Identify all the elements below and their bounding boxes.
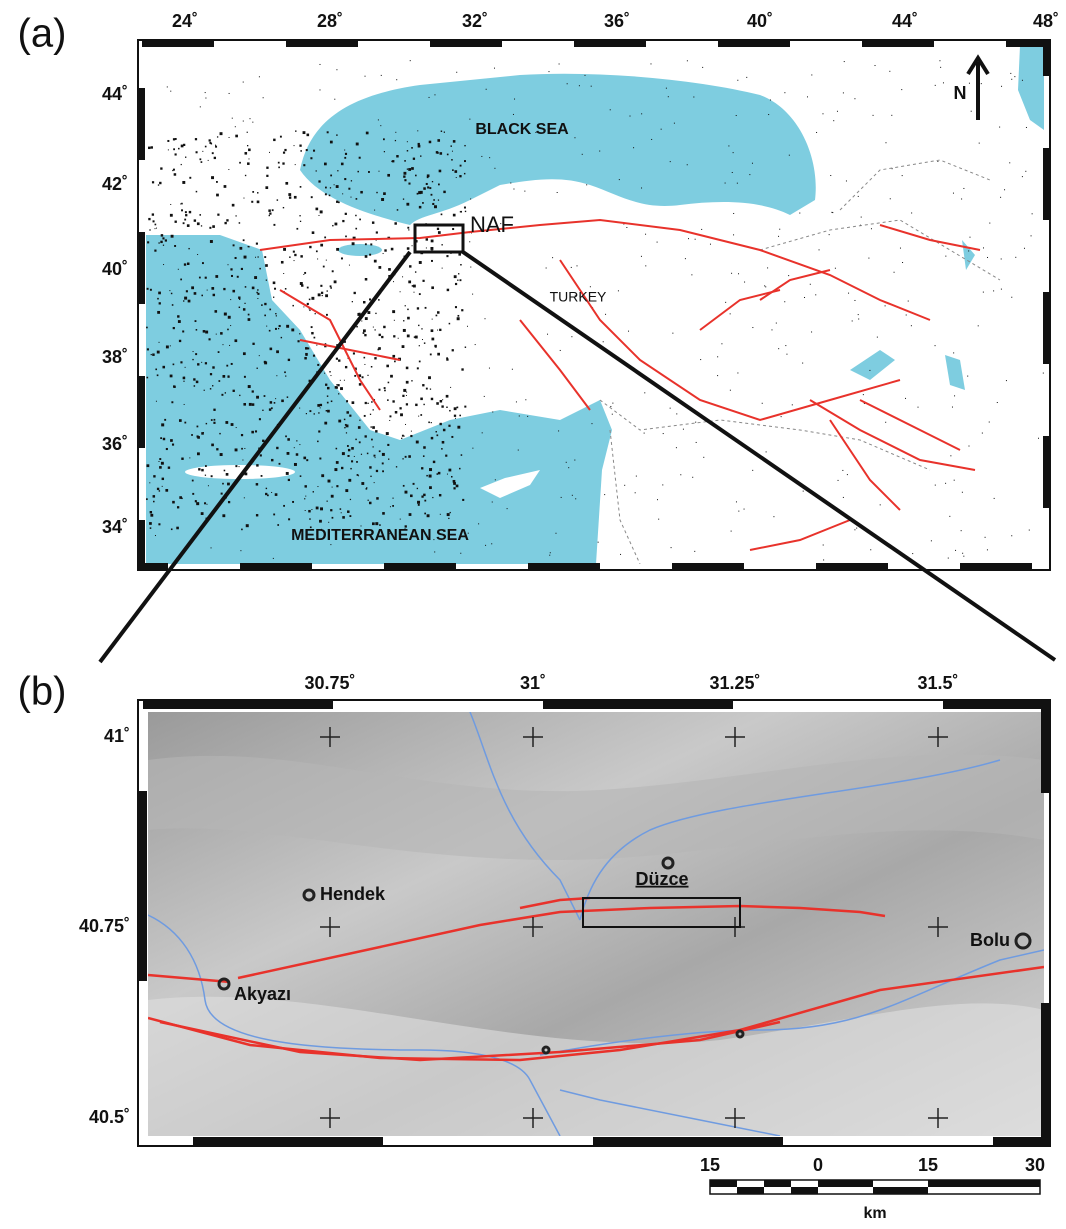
longitude-label: 36˚ <box>604 11 630 31</box>
longitude-label: 31.25˚ <box>709 673 760 693</box>
sea-label: MEDITERRANEAN SEA <box>291 527 469 544</box>
longitude-label: 28˚ <box>317 11 343 31</box>
panel-label: (b) <box>18 670 67 714</box>
longitude-label: 40˚ <box>747 11 773 31</box>
fault-label: NAF <box>470 212 514 237</box>
longitude-label: 32˚ <box>462 11 488 31</box>
longitude-label: 31.5˚ <box>917 673 958 693</box>
longitude-label: 24˚ <box>172 11 198 31</box>
scale-label: 0 <box>813 1155 823 1175</box>
figure: (a) (b) 24˚ 28˚ 32˚ 36˚ 40˚ 44˚ 48˚ 44˚ 42˚ 40˚ 38˚ 3… <box>0 0 1066 1224</box>
latitude-label: 40.5˚ <box>89 1107 130 1127</box>
map-a <box>146 46 1044 564</box>
north-label: N <box>954 83 967 103</box>
latitude-label: 44˚ <box>102 84 128 104</box>
latitude-label: 38˚ <box>102 347 128 367</box>
latitude-label: 34˚ <box>102 517 128 537</box>
scale-label: 15 <box>700 1155 720 1175</box>
longitude-label: 30.75˚ <box>304 673 355 693</box>
scale-label: 15 <box>918 1155 938 1175</box>
town-label: Hendek <box>320 884 386 904</box>
town-label: Bolu <box>970 930 1010 950</box>
longitude-label: 48˚ <box>1033 11 1059 31</box>
page: (a) (b) 24˚ 28˚ 32˚ 36˚ 40˚ 44˚ 48˚ 44˚ 42˚ 40˚ 38˚ 3… <box>0 0 1066 1229</box>
panel-label: (a) <box>18 12 67 56</box>
latitude-label: 40.75˚ <box>79 916 130 936</box>
town-label: Düzce <box>635 869 688 889</box>
country-label: TURKEY <box>550 289 607 305</box>
town-label: Akyazı <box>234 984 291 1004</box>
scale-unit: km <box>863 1205 886 1222</box>
scale-label: 30 <box>1025 1155 1045 1175</box>
longitude-label: 31˚ <box>520 673 546 693</box>
map-b <box>148 712 1044 1136</box>
latitude-label: 36˚ <box>102 434 128 454</box>
sea-label: BLACK SEA <box>475 121 569 138</box>
latitude-label: 41˚ <box>104 726 130 746</box>
longitude-label: 44˚ <box>892 11 918 31</box>
latitude-label: 40˚ <box>102 259 128 279</box>
latitude-label: 42˚ <box>102 174 128 194</box>
